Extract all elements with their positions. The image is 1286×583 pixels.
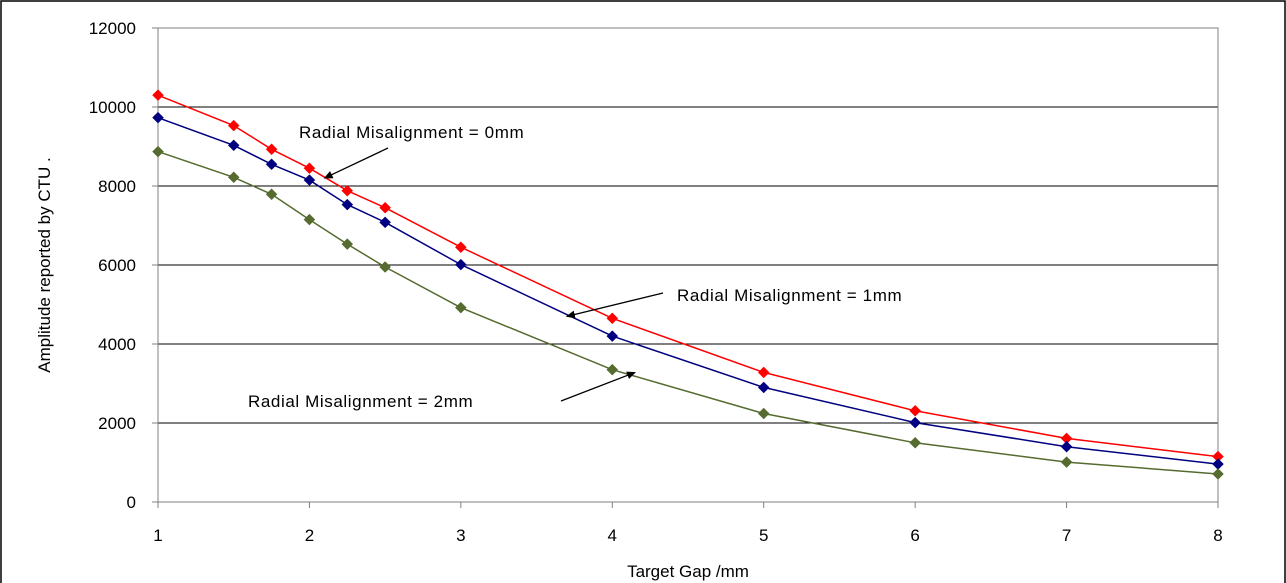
data-point [265, 188, 278, 201]
x-tick-label: 1 [153, 526, 162, 545]
annotations: Radial Misalignment = 0mm Radial Misalign… [248, 123, 902, 411]
y-tick-label: 8000 [98, 177, 136, 196]
series-2 [152, 111, 1224, 470]
annotation-label: Radial Misalignment = 0mm [299, 123, 524, 142]
data-point [455, 301, 467, 314]
series-line [157, 116, 1219, 465]
annotation-2: Radial Misalignment = 1mm [565, 286, 902, 319]
y-tick-label: 10000 [89, 98, 136, 117]
data-point [265, 143, 278, 156]
annotation-arrow [323, 147, 389, 179]
series-1 [152, 89, 1224, 463]
data-point [152, 111, 164, 124]
x-tick-label: 8 [1213, 526, 1222, 545]
annotation-3: Radial Misalignment = 2mm [248, 371, 636, 411]
data-point [303, 213, 316, 226]
series-3 [152, 145, 1224, 480]
series [152, 89, 1224, 480]
data-point [303, 162, 316, 175]
data-point [379, 261, 391, 273]
data-point [1212, 468, 1224, 480]
x-tick-label: 7 [1062, 526, 1071, 545]
data-point [757, 366, 770, 379]
data-point [606, 312, 619, 325]
data-point [455, 241, 467, 254]
data-point [1060, 456, 1073, 468]
data-point [227, 139, 240, 152]
data-point [379, 201, 391, 214]
axes: 0 2000 4000 6000 8000 10000 12000 1 2 3 4 5 6 7 8 [89, 19, 1223, 545]
x-axis-title: Target Gap /mm [627, 562, 749, 581]
data-point [379, 216, 391, 229]
annotation-label: Radial Misalignment = 2mm [248, 392, 473, 411]
data-point [265, 158, 278, 171]
y-tick-label: 2000 [98, 414, 136, 433]
annotation-label: Radial Misalignment = 1mm [677, 286, 902, 305]
data-point [152, 89, 164, 102]
data-point [909, 404, 921, 417]
data-point [455, 258, 467, 271]
data-point [757, 381, 770, 394]
data-point [303, 174, 316, 186]
data-point [341, 198, 354, 211]
gridlines [158, 106, 1218, 424]
x-tick-label: 4 [608, 526, 617, 545]
x-tick-label: 5 [759, 526, 768, 545]
data-point [909, 416, 921, 429]
data-point [1060, 440, 1073, 453]
y-tick-label: 4000 [98, 335, 136, 354]
y-axis-title: Amplitude reported by CTU . [35, 157, 54, 372]
data-point [227, 119, 240, 132]
series-line [157, 94, 1219, 458]
data-point [152, 145, 164, 158]
annotation-arrow [565, 292, 664, 319]
data-point [606, 363, 619, 376]
data-point [341, 184, 354, 197]
data-point [227, 171, 240, 184]
x-tick-label: 2 [305, 526, 314, 545]
x-tick-label: 3 [456, 526, 465, 545]
data-point [606, 330, 619, 342]
x-tick-label: 6 [910, 526, 919, 545]
annotation-1: Radial Misalignment = 0mm [299, 123, 524, 179]
annotation-arrow [560, 371, 636, 402]
y-tick-label: 6000 [98, 256, 136, 275]
data-point [341, 238, 354, 250]
series-line [157, 150, 1219, 475]
y-tick-label: 0 [127, 493, 136, 512]
y-tick-label: 12000 [89, 19, 136, 38]
data-point [909, 436, 921, 449]
data-point [757, 407, 770, 420]
